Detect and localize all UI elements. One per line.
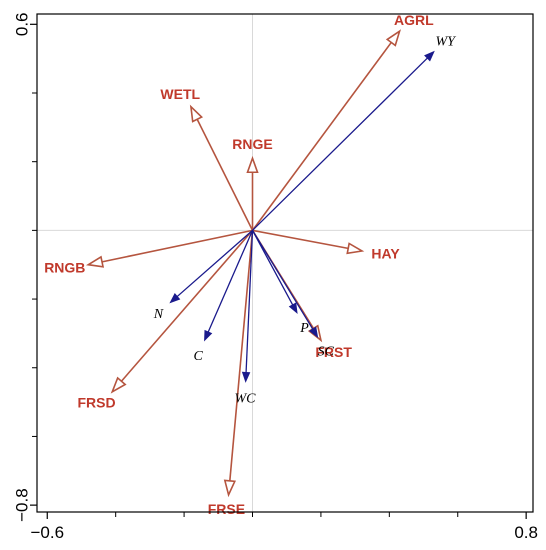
label-rnge: RNGE bbox=[232, 136, 272, 152]
arrowhead-frse bbox=[223, 479, 237, 498]
arrow-hay bbox=[252, 229, 349, 250]
label-n: N bbox=[153, 307, 164, 322]
y-tick-label: 0.6 bbox=[13, 12, 32, 36]
label-sc: SC bbox=[318, 344, 335, 359]
label-c: C bbox=[194, 349, 204, 364]
arrowhead-rnge bbox=[246, 155, 259, 174]
arrow-wc bbox=[245, 230, 254, 373]
arrow-agrl bbox=[251, 41, 392, 231]
arrowhead-sc bbox=[308, 326, 319, 339]
arrow-wy bbox=[252, 57, 428, 231]
arrow-rngb bbox=[101, 229, 253, 263]
label-frst: FRST bbox=[315, 344, 352, 360]
arrowhead-rngb bbox=[85, 255, 105, 268]
arrow-c bbox=[207, 230, 254, 333]
label-agrl: AGRL bbox=[394, 12, 434, 28]
plot-frame bbox=[36, 13, 534, 513]
arrowhead-agrl bbox=[385, 29, 402, 47]
arrowhead-wetl bbox=[189, 104, 204, 123]
x-tick-label: 0.8 bbox=[514, 523, 538, 542]
arrowhead-hay bbox=[346, 242, 365, 255]
arrow-frsd bbox=[120, 229, 254, 382]
x-tick-label: −0.6 bbox=[30, 523, 64, 542]
label-rngb: RNGB bbox=[44, 260, 85, 276]
arrow-labels: AGRL WETL RNGE HAY RNGB FRST FRSD FRSE WY P SC N C WC bbox=[44, 12, 457, 517]
label-wetl: WETL bbox=[160, 86, 200, 102]
arrows bbox=[85, 29, 435, 498]
arrowhead-c bbox=[204, 329, 213, 342]
label-wy: WY bbox=[435, 35, 457, 50]
arrowhead-frsd bbox=[110, 376, 127, 394]
arrowhead-p bbox=[288, 302, 298, 315]
arrowhead-wc bbox=[241, 371, 251, 383]
label-p: P bbox=[299, 321, 309, 336]
label-frsd: FRSD bbox=[77, 394, 115, 410]
label-hay: HAY bbox=[371, 246, 400, 262]
arrowhead-n bbox=[169, 293, 181, 304]
label-frse: FRSE bbox=[208, 501, 245, 517]
reference-lines bbox=[37, 14, 533, 512]
y-tick-label: −0.8 bbox=[13, 488, 32, 522]
arrow-frse bbox=[229, 230, 254, 481]
arrowhead-wy bbox=[424, 50, 435, 62]
arrow-sc bbox=[251, 230, 314, 330]
arrow-wetl bbox=[196, 118, 254, 231]
arrow-n bbox=[176, 229, 253, 298]
axis-ticks: −0.6 0.8 0.6 −0.8 bbox=[13, 12, 538, 542]
label-wc: WC bbox=[234, 391, 256, 406]
arrow-p bbox=[251, 230, 294, 306]
